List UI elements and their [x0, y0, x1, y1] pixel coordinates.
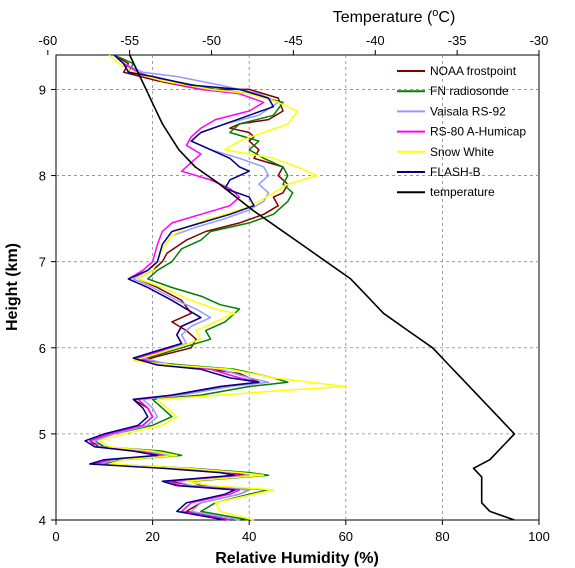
top-tick-label: -35	[448, 33, 467, 48]
top-axis-unit-sup: o	[432, 7, 438, 19]
legend-label: RS-80 A-Humicap	[430, 125, 526, 139]
series-line-fn-radiosonde	[93, 54, 294, 521]
series-line-snow-white	[98, 54, 347, 521]
series-line-temperature	[128, 54, 516, 521]
x-tick-label: 20	[145, 529, 159, 544]
y-tick-label: 9	[39, 82, 46, 97]
y-tick-label: 6	[39, 341, 46, 356]
top-axis-label: Temperature (	[333, 9, 433, 26]
legend-label: FLASH-B	[430, 165, 481, 179]
legend: NOAA frostpoint FN radiosonde Vaisala RS-9…	[397, 64, 526, 199]
legend-label: Snow White	[430, 145, 494, 159]
legend-label: FN radiosonde	[430, 84, 509, 98]
legend-label: NOAA frostpoint	[430, 64, 517, 78]
tick-labels: 0 20 40 60 80 100 4 5 6 7 8 9 -60 -55 -50 -45 -40 -35 -30	[38, 33, 549, 544]
x-axis-title: Relative Humidity (%)	[215, 550, 379, 567]
top-tick-label: -45	[284, 33, 303, 48]
x-tick-label: 0	[52, 529, 59, 544]
y-tick-label: 4	[39, 513, 46, 528]
top-axis-unit: C)	[438, 9, 455, 26]
top-axis-title: Temperature (oC)	[333, 7, 456, 26]
series-line-flash-b	[84, 54, 275, 521]
top-tick-label: -30	[530, 33, 549, 48]
x-tick-label: 80	[435, 529, 449, 544]
top-tick-label: -50	[202, 33, 221, 48]
y-tick-label: 7	[39, 255, 46, 270]
x-tick-label: 60	[339, 529, 353, 544]
top-tick-label: -40	[366, 33, 385, 48]
x-tick-label: 100	[528, 529, 550, 544]
series-layer	[84, 54, 516, 521]
legend-label: Vaisala RS-92	[430, 104, 506, 118]
top-tick-label: -55	[120, 33, 139, 48]
plot-area	[55, 54, 540, 521]
y-axis-title: Height (km)	[4, 243, 21, 331]
top-tick-label: -60	[38, 33, 57, 48]
grid	[56, 55, 539, 520]
legend-label: temperature	[430, 185, 495, 199]
y-tick-label: 5	[39, 427, 46, 442]
x-tick-label: 40	[242, 529, 256, 544]
y-tick-label: 8	[39, 169, 46, 184]
